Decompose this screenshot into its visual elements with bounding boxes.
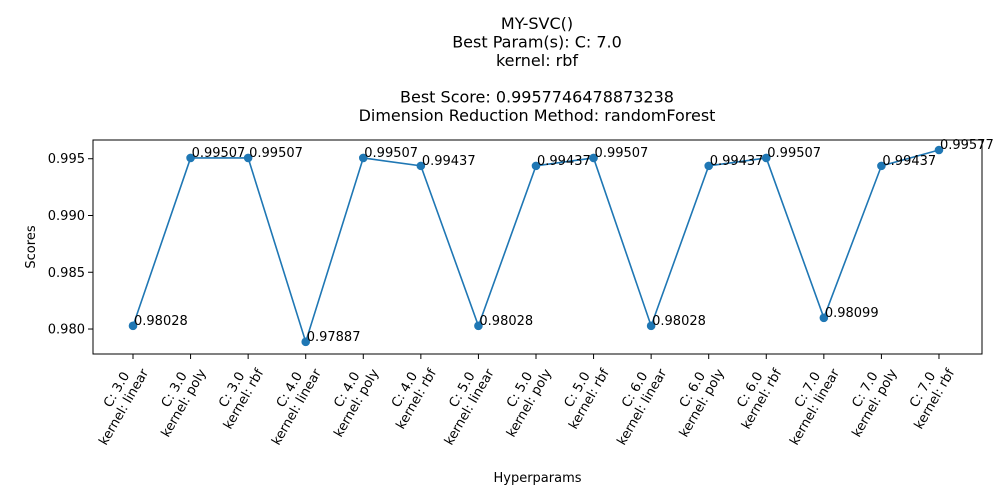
svg-text:C: 3.0kernel: rbf: C: 3.0kernel: rbf: [208, 359, 268, 432]
data-point: [589, 153, 598, 163]
data-label: 0.99507: [192, 146, 246, 161]
data-label: 0.98028: [652, 314, 706, 329]
data-point: [934, 145, 944, 155]
title-line: Dimension Reduction Method: randomForest: [359, 106, 716, 125]
x-tick-label: C: 7.0kernel: poly: [837, 359, 901, 440]
data-point: [877, 161, 886, 171]
data-label: 0.98099: [825, 306, 879, 321]
data-point: [474, 321, 483, 331]
data-point: [128, 321, 138, 331]
x-tick-label: C: 4.0kernel: rbf: [381, 359, 441, 432]
title-line: MY-SVC(): [501, 14, 573, 33]
data-point: [531, 161, 541, 171]
data-point: [243, 153, 253, 163]
data-point: [646, 321, 656, 331]
y-tick-label: 0.980: [48, 323, 85, 338]
svg-text:C: 6.0kernel: poly: C: 6.0kernel: poly: [664, 359, 728, 440]
x-tick-label: C: 5.0kernel: rbf: [553, 359, 613, 432]
data-point: [301, 337, 311, 347]
svg-text:C: 5.0kernel: poly: C: 5.0kernel: poly: [491, 359, 555, 440]
x-tick-label: C: 7.0kernel: rbf: [899, 359, 959, 432]
plot-area: [92, 139, 983, 355]
x-tick-label: C: 5.0kernel: poly: [491, 359, 555, 440]
svg-text:C: 4.0kernel: poly: C: 4.0kernel: poly: [318, 359, 382, 440]
data-label: 0.99507: [595, 146, 649, 161]
data-label: 0.97887: [307, 330, 361, 345]
data-label: 0.99577: [940, 138, 994, 153]
svg-text:C: 5.0kernel: linear: C: 5.0kernel: linear: [429, 359, 498, 448]
data-label: 0.99437: [422, 154, 476, 169]
y-axis: 0.980 0.985 0.990 0.995: [48, 152, 93, 338]
data-point: [416, 161, 426, 171]
data-label: 0.99437: [537, 154, 591, 169]
x-tick-label: C: 5.0kernel: linear: [429, 359, 498, 448]
y-tick-label: 0.995: [48, 152, 85, 167]
y-axis-label: Scores: [24, 225, 39, 268]
data-point: [761, 153, 771, 163]
series-line: [132, 149, 940, 345]
chart-title: MY-SVC()Best Param(s): C: 7.0kernel: rbf…: [359, 14, 716, 125]
x-tick-label: C: 3.0kernel: poly: [146, 359, 210, 440]
x-axis-label: Hyperparams: [493, 471, 581, 486]
svg-text:C: 5.0kernel: rbf: C: 5.0kernel: rbf: [553, 359, 613, 432]
data-point: [819, 313, 829, 323]
y-tick-label: 0.990: [48, 209, 85, 224]
x-axis: C: 3.0kernel: linear C: 3.0kernel: poly C:…: [84, 354, 959, 448]
series-scores: [128, 145, 944, 347]
svg-text:C: 6.0kernel: rbf: C: 6.0kernel: rbf: [726, 359, 786, 432]
data-label: 0.99437: [710, 154, 764, 169]
data-label: 0.99507: [364, 146, 418, 161]
x-tick-label: C: 3.0kernel: rbf: [208, 359, 268, 432]
title-line: Best Param(s): C: 7.0: [452, 32, 622, 51]
title-line: Best Score: 0.9957746478873238: [400, 88, 674, 107]
data-label: 0.99507: [249, 146, 303, 161]
x-tick-label: C: 3.0kernel: linear: [84, 359, 153, 448]
data-label: 0.99507: [767, 146, 821, 161]
data-point: [186, 153, 195, 163]
svg-text:C: 7.0kernel: linear: C: 7.0kernel: linear: [774, 359, 843, 448]
x-tick-label: C: 6.0kernel: poly: [664, 359, 728, 440]
y-tick-label: 0.985: [48, 266, 85, 281]
svg-text:C: 6.0kernel: linear: C: 6.0kernel: linear: [602, 359, 671, 448]
svg-text:C: 7.0kernel: poly: C: 7.0kernel: poly: [837, 359, 901, 440]
data-label: 0.98028: [479, 314, 533, 329]
svg-text:C: 4.0kernel: rbf: C: 4.0kernel: rbf: [381, 359, 441, 432]
data-point: [704, 161, 713, 171]
x-tick-label: C: 4.0kernel: linear: [256, 359, 325, 448]
axes-frame: [92, 139, 983, 355]
svg-text:C: 3.0kernel: linear: C: 3.0kernel: linear: [84, 359, 153, 448]
data-point: [358, 153, 368, 163]
svg-text:C: 3.0kernel: poly: C: 3.0kernel: poly: [146, 359, 210, 440]
svg-text:C: 4.0kernel: linear: C: 4.0kernel: linear: [256, 359, 325, 448]
data-label: 0.98028: [134, 314, 188, 329]
title-line: kernel: rbf: [496, 51, 578, 70]
svg-text:C: 7.0kernel: rbf: C: 7.0kernel: rbf: [899, 359, 959, 432]
x-tick-label: C: 6.0kernel: linear: [602, 359, 671, 448]
x-tick-label: C: 4.0kernel: poly: [318, 359, 382, 440]
x-tick-label: C: 6.0kernel: rbf: [726, 359, 786, 432]
data-label: 0.99437: [882, 154, 936, 169]
x-tick-label: C: 7.0kernel: linear: [774, 359, 843, 448]
